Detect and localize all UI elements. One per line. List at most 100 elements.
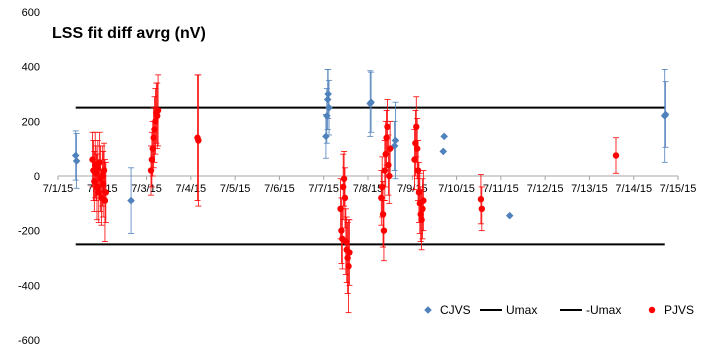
legend-label: PJVS — [664, 303, 694, 317]
pjvs-point — [414, 167, 422, 174]
cjvs-point — [439, 147, 448, 156]
pjvs-point — [612, 152, 620, 159]
pjvs-point — [386, 145, 394, 152]
pjvs-point — [386, 172, 393, 180]
pjvs-point — [418, 216, 425, 223]
pjvs-point — [345, 263, 352, 270]
x-tick-label: 7/8/15 — [353, 183, 384, 195]
pjvs-point — [382, 150, 389, 158]
cjvs-point — [505, 211, 514, 220]
pjvs-point — [378, 194, 385, 202]
pjvs-point — [417, 211, 424, 218]
y-tick-label: -400 — [18, 280, 40, 292]
x-tick-label: 7/13/15 — [571, 183, 608, 195]
x-tick-label: 7/11/15 — [483, 183, 519, 195]
pjvs-point — [378, 183, 386, 191]
y-tick-label: 400 — [22, 62, 40, 74]
pjvs-point — [477, 196, 485, 203]
pjvs-point — [383, 134, 390, 141]
pjvs-point — [147, 167, 155, 174]
pjvs-point — [478, 205, 486, 212]
pjvs-point — [91, 178, 98, 185]
pjvs-point — [419, 205, 426, 212]
chart-title: LSS fit diff avrg (nV) — [52, 25, 206, 42]
cjvs-point — [440, 132, 448, 141]
pjvs-point — [92, 170, 100, 177]
pjvs-point — [95, 189, 102, 196]
y-tick-label: -600 — [18, 335, 40, 347]
cjvs-point — [322, 132, 330, 141]
pjvs-point — [96, 159, 103, 166]
pjvs-point — [338, 227, 345, 234]
x-tick-label: 7/15/15 — [660, 183, 697, 195]
cjvs-point — [391, 136, 400, 145]
pjvs-point — [346, 249, 353, 256]
pjvs-point — [195, 137, 202, 144]
cjvs-point — [72, 157, 81, 165]
pjvs-point — [420, 197, 427, 204]
cjvs-point — [71, 151, 80, 160]
pjvs-point — [337, 205, 344, 212]
cjvs-point — [324, 90, 332, 98]
cjvs-point — [661, 110, 670, 119]
pjvs-point — [94, 164, 102, 171]
legend-item-umax: -Umax — [560, 303, 621, 317]
y-axis-ticks: 600 400 200 0 -200 -400 -600 — [18, 7, 40, 347]
y-tick-label: 0 — [34, 171, 40, 183]
legend-label: -Umax — [586, 303, 621, 317]
x-tick-label: 7/6/15 — [264, 183, 295, 195]
pjvs-point — [149, 145, 156, 152]
cjvs-point — [390, 142, 399, 150]
pjvs-point — [412, 140, 419, 147]
pjvs-point — [150, 134, 157, 141]
pjvs-point — [100, 167, 108, 174]
pjvs-point — [380, 227, 388, 234]
cjvs-point — [325, 103, 333, 112]
pjvs-point — [99, 172, 106, 180]
data-markers — [71, 90, 670, 270]
cjvs-point — [127, 196, 135, 205]
pjvs-point — [344, 254, 351, 262]
y-tick-label: 600 — [22, 7, 40, 19]
legend-swatch — [424, 306, 432, 314]
pjvs-point — [151, 126, 158, 133]
pjvs-point — [152, 118, 159, 125]
legend-label: CJVS — [440, 303, 471, 317]
legend: CJVS Umax -Umax PJVS — [424, 303, 694, 317]
pjvs-point — [102, 189, 110, 196]
x-axis-ticks: 7/1/157/2/157/3/157/4/157/5/157/6/157/7/… — [43, 176, 697, 195]
cjvs-point — [367, 98, 375, 106]
y-tick-label: 200 — [22, 116, 40, 128]
pjvs-point — [411, 156, 418, 163]
x-tick-label: 7/10/15 — [438, 183, 475, 195]
pjvs-point — [341, 194, 349, 202]
pjvs-point — [89, 156, 96, 163]
pjvs-point — [340, 183, 347, 191]
pjvs-point — [340, 175, 348, 182]
pjvs-point — [413, 145, 421, 152]
pjvs-point — [93, 183, 101, 191]
pjvs-point — [413, 123, 420, 130]
legend-item-cjvs: CJVS — [424, 303, 471, 317]
legend-item-umax: Umax — [480, 303, 537, 317]
legend-label: Umax — [506, 303, 537, 317]
x-tick-label: 7/14/15 — [615, 183, 652, 195]
pjvs-point — [101, 197, 109, 204]
pjvs-point — [154, 107, 162, 114]
legend-item-pjvs: PJVS — [648, 303, 694, 317]
legend-swatch — [648, 306, 656, 314]
pjvs-point — [385, 161, 392, 169]
x-tick-label: 7/3/15 — [131, 183, 162, 195]
pjvs-point — [379, 211, 387, 218]
x-tick-label: 7/12/15 — [527, 183, 564, 195]
x-tick-label: 7/7/15 — [308, 183, 339, 195]
pjvs-point — [342, 238, 350, 245]
pjvs-point — [99, 181, 107, 188]
pjvs-point — [381, 167, 389, 174]
x-tick-label: 7/4/15 — [176, 183, 207, 195]
x-tick-label: 7/5/15 — [220, 183, 251, 195]
pjvs-point — [148, 156, 156, 163]
pjvs-point — [415, 189, 423, 196]
cjvs-point — [323, 95, 332, 104]
